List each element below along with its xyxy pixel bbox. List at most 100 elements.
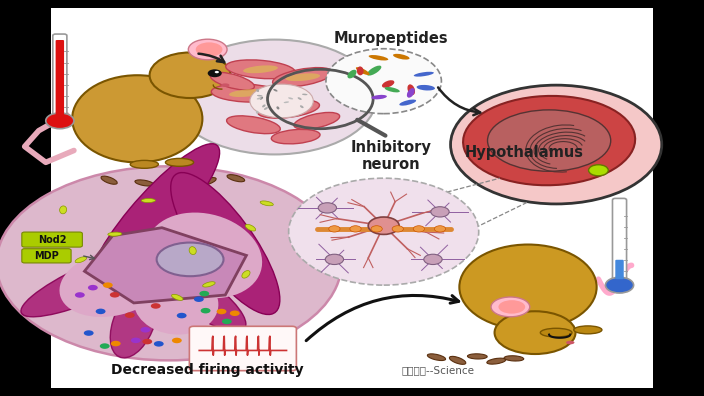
Ellipse shape [393,54,410,59]
Circle shape [326,49,441,114]
Ellipse shape [574,326,602,334]
Ellipse shape [60,249,165,317]
Ellipse shape [491,297,530,317]
Circle shape [46,113,74,129]
Ellipse shape [229,89,264,97]
Circle shape [141,327,151,333]
Circle shape [111,341,120,346]
Ellipse shape [227,175,245,182]
Ellipse shape [357,67,363,75]
Ellipse shape [260,97,263,100]
Text: Nod2: Nod2 [38,234,66,245]
Ellipse shape [467,354,487,359]
Ellipse shape [134,271,218,335]
Circle shape [424,254,442,265]
Ellipse shape [189,39,227,60]
Ellipse shape [284,101,289,103]
Circle shape [589,165,608,176]
Circle shape [131,338,141,343]
Ellipse shape [285,73,320,81]
Ellipse shape [21,242,176,317]
Circle shape [100,343,110,349]
Ellipse shape [90,144,220,288]
Ellipse shape [494,311,576,354]
Ellipse shape [382,80,394,88]
Ellipse shape [166,177,186,183]
Ellipse shape [149,259,246,331]
FancyBboxPatch shape [612,198,627,281]
Circle shape [329,226,340,232]
Circle shape [110,292,120,297]
Ellipse shape [150,52,231,98]
Ellipse shape [221,84,230,87]
Ellipse shape [273,89,277,91]
Circle shape [84,330,94,336]
Circle shape [199,291,209,296]
Circle shape [151,303,161,309]
Ellipse shape [498,300,525,314]
Text: Muropeptides: Muropeptides [334,30,448,46]
Ellipse shape [108,232,122,236]
Circle shape [413,226,425,232]
Ellipse shape [257,97,262,99]
Circle shape [88,285,98,290]
Ellipse shape [427,354,446,360]
Ellipse shape [142,198,156,202]
Ellipse shape [111,287,157,358]
Ellipse shape [256,111,259,114]
Ellipse shape [541,328,572,337]
FancyBboxPatch shape [56,40,64,115]
Ellipse shape [487,358,505,364]
Ellipse shape [407,88,415,98]
Ellipse shape [277,107,279,109]
Ellipse shape [298,97,302,100]
Circle shape [350,226,361,232]
Circle shape [172,40,377,154]
Circle shape [201,308,210,314]
Ellipse shape [300,105,303,108]
Ellipse shape [504,356,524,361]
Circle shape [325,254,344,265]
Text: 图片来源--Science: 图片来源--Science [401,365,474,375]
Circle shape [392,226,403,232]
Ellipse shape [288,97,293,99]
Circle shape [434,226,446,232]
Ellipse shape [262,105,265,107]
Text: Hypothalamus: Hypothalamus [465,145,584,160]
Ellipse shape [226,60,295,79]
Ellipse shape [264,107,268,110]
Ellipse shape [196,42,222,57]
Ellipse shape [242,270,250,278]
Circle shape [204,330,214,335]
Circle shape [96,308,106,314]
FancyBboxPatch shape [22,232,82,247]
Ellipse shape [294,112,339,129]
Circle shape [233,343,243,349]
FancyBboxPatch shape [53,34,67,116]
Ellipse shape [449,356,466,364]
Ellipse shape [460,244,597,329]
FancyBboxPatch shape [22,249,71,263]
Ellipse shape [130,160,158,168]
Ellipse shape [356,67,370,75]
Ellipse shape [227,116,280,133]
Circle shape [289,178,479,285]
Ellipse shape [271,129,320,144]
Ellipse shape [257,95,263,97]
Circle shape [142,339,152,345]
Text: MDP: MDP [34,251,59,261]
Ellipse shape [256,89,259,92]
Ellipse shape [399,99,416,106]
Circle shape [215,71,219,73]
Circle shape [318,203,337,213]
Ellipse shape [250,84,313,118]
Ellipse shape [487,110,611,171]
Ellipse shape [243,65,278,73]
Circle shape [0,166,341,360]
Circle shape [75,292,84,298]
Ellipse shape [463,96,635,185]
Ellipse shape [157,242,224,276]
Ellipse shape [417,85,435,91]
Ellipse shape [165,158,194,166]
Ellipse shape [75,257,87,263]
